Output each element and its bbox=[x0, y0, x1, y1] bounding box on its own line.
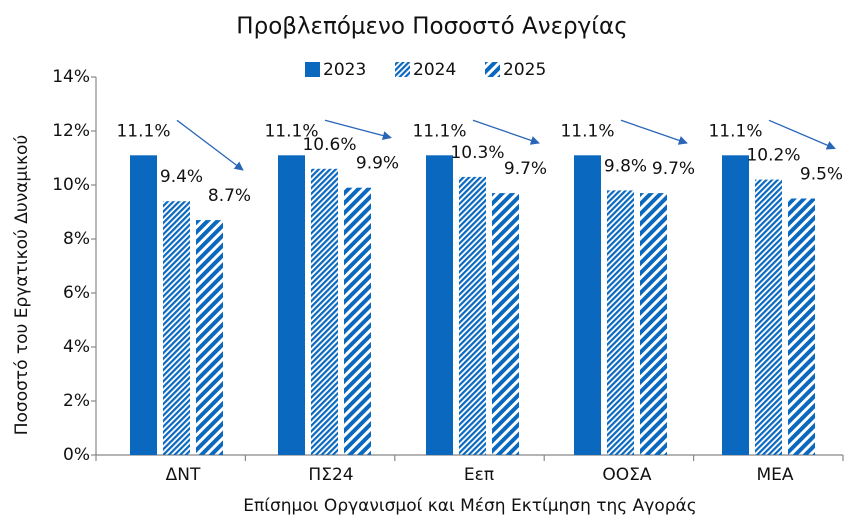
x-axis-label: Επίσημοι Οργανισμοί και Μέση Εκτίμηση τη… bbox=[243, 496, 696, 516]
x-tick-label: Εεπ bbox=[464, 465, 494, 485]
trend-arrow bbox=[620, 119, 688, 145]
bar bbox=[640, 193, 667, 455]
bar bbox=[459, 176, 486, 455]
legend-label: 2024 bbox=[413, 60, 456, 80]
bar bbox=[311, 168, 338, 456]
value-label: 9.7% bbox=[652, 159, 695, 179]
x-tick-label: ΠΣ24 bbox=[308, 465, 353, 485]
bar bbox=[196, 220, 223, 455]
bar bbox=[278, 155, 305, 456]
value-label: 10.3% bbox=[450, 143, 504, 163]
y-tick-label: 12% bbox=[52, 121, 90, 141]
trend-arrow bbox=[324, 119, 392, 141]
y-tick-label: 14% bbox=[52, 67, 90, 87]
chart-title: Προβλεπόμενο Ποσοστό Ανεργίας bbox=[236, 14, 627, 40]
bar bbox=[163, 201, 190, 455]
y-tick-label: 10% bbox=[52, 175, 90, 195]
bar bbox=[722, 155, 749, 456]
y-tick-label: 2% bbox=[63, 391, 90, 411]
value-label: 11.1% bbox=[264, 121, 318, 141]
y-axis-label: Ποσοστό του Εργατικού Δυναμικού bbox=[12, 135, 32, 436]
legend-swatch bbox=[485, 62, 500, 77]
bar bbox=[130, 155, 157, 456]
legend-swatch bbox=[395, 62, 410, 77]
value-label: 11.1% bbox=[708, 121, 762, 141]
bar bbox=[492, 193, 519, 455]
legend-label: 2023 bbox=[323, 60, 366, 80]
legend-label: 2025 bbox=[503, 60, 546, 80]
x-tick-label: ΜΕΑ bbox=[756, 465, 793, 485]
value-label: 9.5% bbox=[800, 165, 843, 185]
value-label: 10.6% bbox=[302, 135, 356, 155]
value-label: 11.1% bbox=[560, 121, 614, 141]
y-tick-label: 6% bbox=[63, 283, 90, 303]
trend-arrow bbox=[472, 119, 540, 145]
bar bbox=[788, 198, 815, 455]
value-label: 8.7% bbox=[208, 186, 251, 206]
value-label: 9.4% bbox=[160, 167, 203, 187]
value-label: 11.1% bbox=[412, 121, 466, 141]
value-label: 11.1% bbox=[116, 121, 170, 141]
value-label: 9.9% bbox=[356, 154, 399, 174]
bar bbox=[755, 179, 782, 455]
x-tick-label: ΟΟΣΑ bbox=[602, 465, 652, 485]
y-tick-label: 0% bbox=[63, 445, 90, 465]
value-label: 9.7% bbox=[504, 159, 547, 179]
trend-arrow bbox=[176, 119, 244, 171]
bar bbox=[574, 155, 601, 456]
legend-swatch bbox=[305, 62, 320, 77]
y-tick-label: 8% bbox=[63, 229, 90, 249]
y-tick-label: 4% bbox=[63, 337, 90, 357]
value-label: 10.2% bbox=[746, 146, 800, 166]
trend-arrow bbox=[768, 119, 836, 150]
value-label: 9.8% bbox=[604, 156, 647, 176]
bar bbox=[344, 187, 371, 455]
x-tick-label: ΔΝΤ bbox=[166, 465, 201, 485]
bar bbox=[607, 190, 634, 455]
bar bbox=[426, 155, 453, 456]
